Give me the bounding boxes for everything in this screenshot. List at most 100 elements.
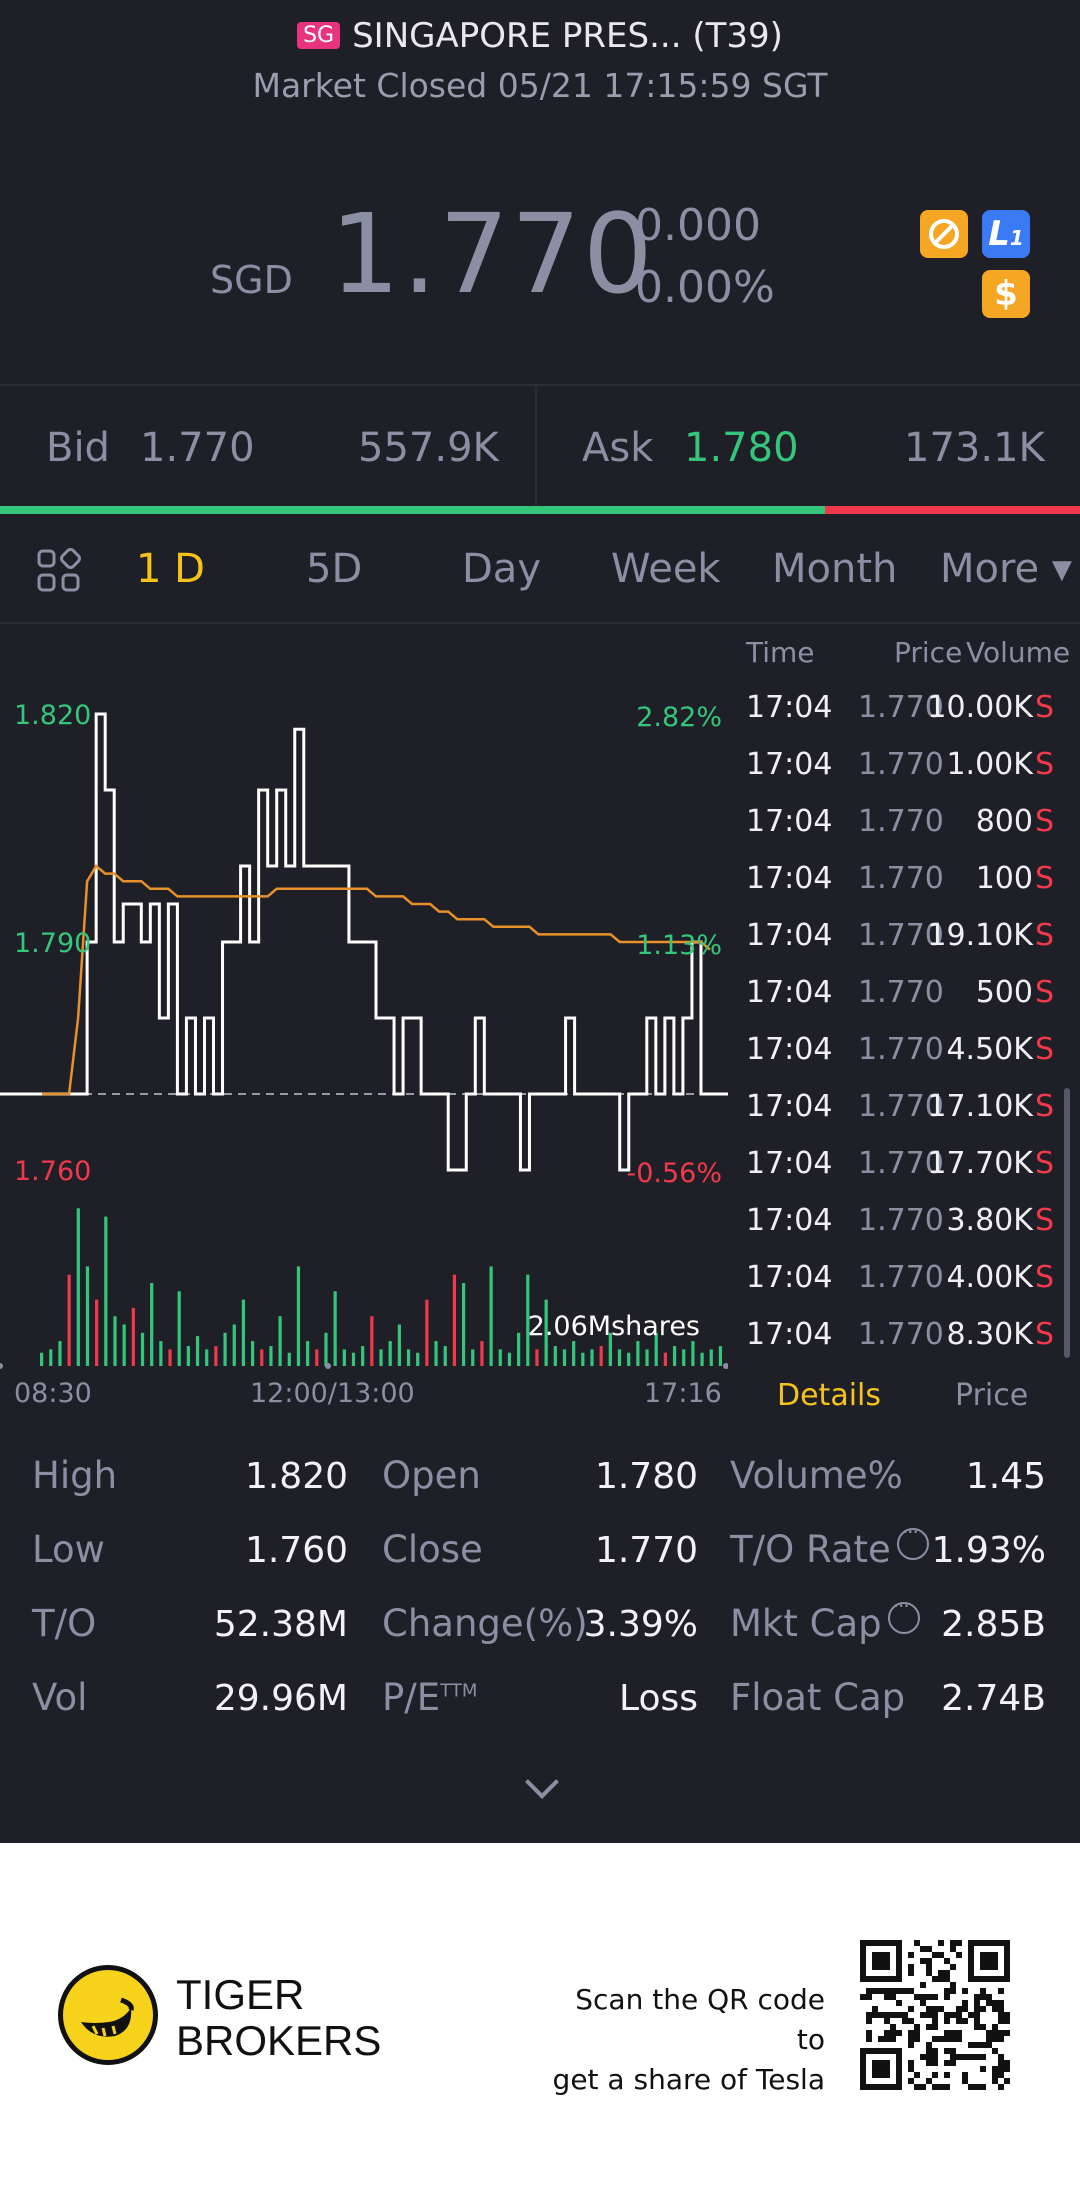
qr-module — [998, 1988, 1004, 1994]
qr-module — [866, 1988, 872, 1994]
qr-module — [944, 2048, 950, 2054]
qr-module — [944, 2012, 950, 2018]
qr-module — [992, 2078, 998, 2084]
tick-volume: 19.10KS — [927, 918, 1054, 953]
tab-details[interactable]: Details — [777, 1378, 882, 1413]
volume-bar — [370, 1316, 374, 1366]
tab-5d[interactable]: 5D — [306, 546, 363, 592]
tab-week[interactable]: Week — [611, 546, 721, 592]
qr-module — [926, 2060, 932, 2066]
qr-module — [890, 2030, 896, 2036]
info-icon[interactable] — [896, 1520, 929, 1560]
volume-bar — [241, 1299, 246, 1366]
qr-module — [944, 2018, 950, 2024]
qr-module — [944, 2036, 950, 2042]
last-price: 1.770 — [330, 190, 655, 318]
qr-module — [920, 1982, 926, 1988]
tick-price: 1.770 — [858, 1146, 944, 1181]
qr-module — [944, 1994, 950, 2000]
short-sell-restricted-icon[interactable] — [920, 210, 968, 258]
qr-module — [914, 2036, 920, 2042]
qr-module — [938, 2084, 944, 2090]
stock-title: SG SINGAPORE PRES... (T39) — [0, 16, 1080, 56]
price-line — [0, 712, 728, 1172]
qr-module — [908, 2060, 914, 2066]
qr-module — [896, 2012, 902, 2018]
qr-module — [998, 2054, 1004, 2060]
qr-module — [866, 2018, 872, 2024]
market-badge: SG — [297, 22, 341, 49]
qr-module — [950, 1940, 956, 1946]
volume-bar — [58, 1341, 62, 1366]
tick-price: 1.770 — [858, 1089, 944, 1124]
qr-module — [998, 2000, 1004, 2006]
qr-module — [944, 2072, 950, 2078]
qr-module — [986, 2036, 992, 2042]
ask-size: 173.1K — [904, 425, 1045, 471]
qr-module — [980, 1988, 986, 1994]
qr-module — [944, 2084, 950, 2090]
tick-time: 17:04 — [746, 1317, 833, 1352]
qr-module — [914, 2084, 920, 2090]
qr-module — [926, 1970, 932, 1976]
tick-volume: 4.00KS — [946, 1260, 1054, 1295]
qr-module — [968, 2054, 974, 2060]
qr-module — [962, 1988, 968, 1994]
volume-bar — [627, 1352, 631, 1366]
qr-module — [998, 2030, 1004, 2036]
stat-label: Float Cap — [730, 1676, 906, 1719]
qr-module — [908, 2042, 914, 2048]
qr-module — [974, 2012, 980, 2018]
volume-bar — [590, 1349, 594, 1366]
volume-bar — [195, 1336, 200, 1366]
intraday-chart[interactable]: 1.820 1.790 1.760 2.82% 1.13% -0.56% 2.06Mshar… — [0, 680, 728, 1370]
tab-more[interactable]: More ▼ — [940, 546, 1072, 592]
stat-label: Open — [382, 1454, 481, 1497]
tick-volume-value: 4.50K — [946, 1032, 1033, 1067]
tick-volume-value: 3.80K — [946, 1203, 1033, 1238]
volume-bar — [177, 1291, 181, 1366]
ticks-header-volume: Volume — [966, 636, 1071, 669]
volume-bar — [76, 1208, 80, 1366]
price-change: 0.000 — [635, 200, 761, 251]
dollar-icon[interactable]: $ — [982, 270, 1030, 318]
tab-day[interactable]: Day — [462, 546, 541, 592]
qr-module — [1004, 2030, 1010, 2036]
tick-price: 1.770 — [858, 1032, 944, 1067]
qr-module — [902, 1988, 908, 1994]
tab-1d[interactable]: 1 D — [136, 546, 205, 592]
tick-price: 1.770 — [858, 861, 944, 896]
tick-time: 17:04 — [746, 804, 833, 839]
volume-bar — [663, 1352, 667, 1366]
expand-chevron-icon[interactable] — [525, 1765, 559, 1799]
volume-bar — [168, 1349, 172, 1366]
info-icon[interactable] — [887, 1594, 920, 1634]
volume-bar — [122, 1324, 126, 1366]
tick-volume: 100S — [976, 861, 1054, 896]
qr-module — [902, 2018, 908, 2024]
tab-price[interactable]: Price — [955, 1378, 1029, 1413]
tick-side: S — [1034, 1032, 1054, 1067]
stat-value: 1.93% — [931, 1530, 1046, 1571]
level1-badge-icon[interactable]: L1 — [982, 210, 1030, 258]
qr-module — [926, 1946, 932, 1952]
volume-bar — [150, 1283, 154, 1366]
qr-module — [950, 1946, 956, 1952]
tick-volume: 4.50KS — [946, 1032, 1054, 1067]
tick-time: 17:04 — [746, 1089, 833, 1124]
volume-bar — [49, 1349, 53, 1366]
volume-bar — [333, 1291, 337, 1366]
stat-value: Loss — [619, 1678, 698, 1719]
qr-module — [950, 2030, 956, 2036]
y-axis-pct-label: -0.56% — [626, 1158, 722, 1189]
qr-module — [980, 2054, 986, 2060]
qr-module — [1004, 2078, 1010, 2084]
tick-side: S — [1034, 690, 1054, 725]
qr-module — [866, 2030, 872, 2036]
tab-month[interactable]: Month — [772, 546, 898, 592]
grid-menu-icon[interactable] — [36, 548, 82, 594]
qr-module — [890, 2012, 896, 2018]
qr-module — [884, 1988, 890, 1994]
ticks-scrollbar[interactable] — [1064, 1088, 1070, 1358]
tick-volume-value: 19.10K — [927, 918, 1033, 953]
